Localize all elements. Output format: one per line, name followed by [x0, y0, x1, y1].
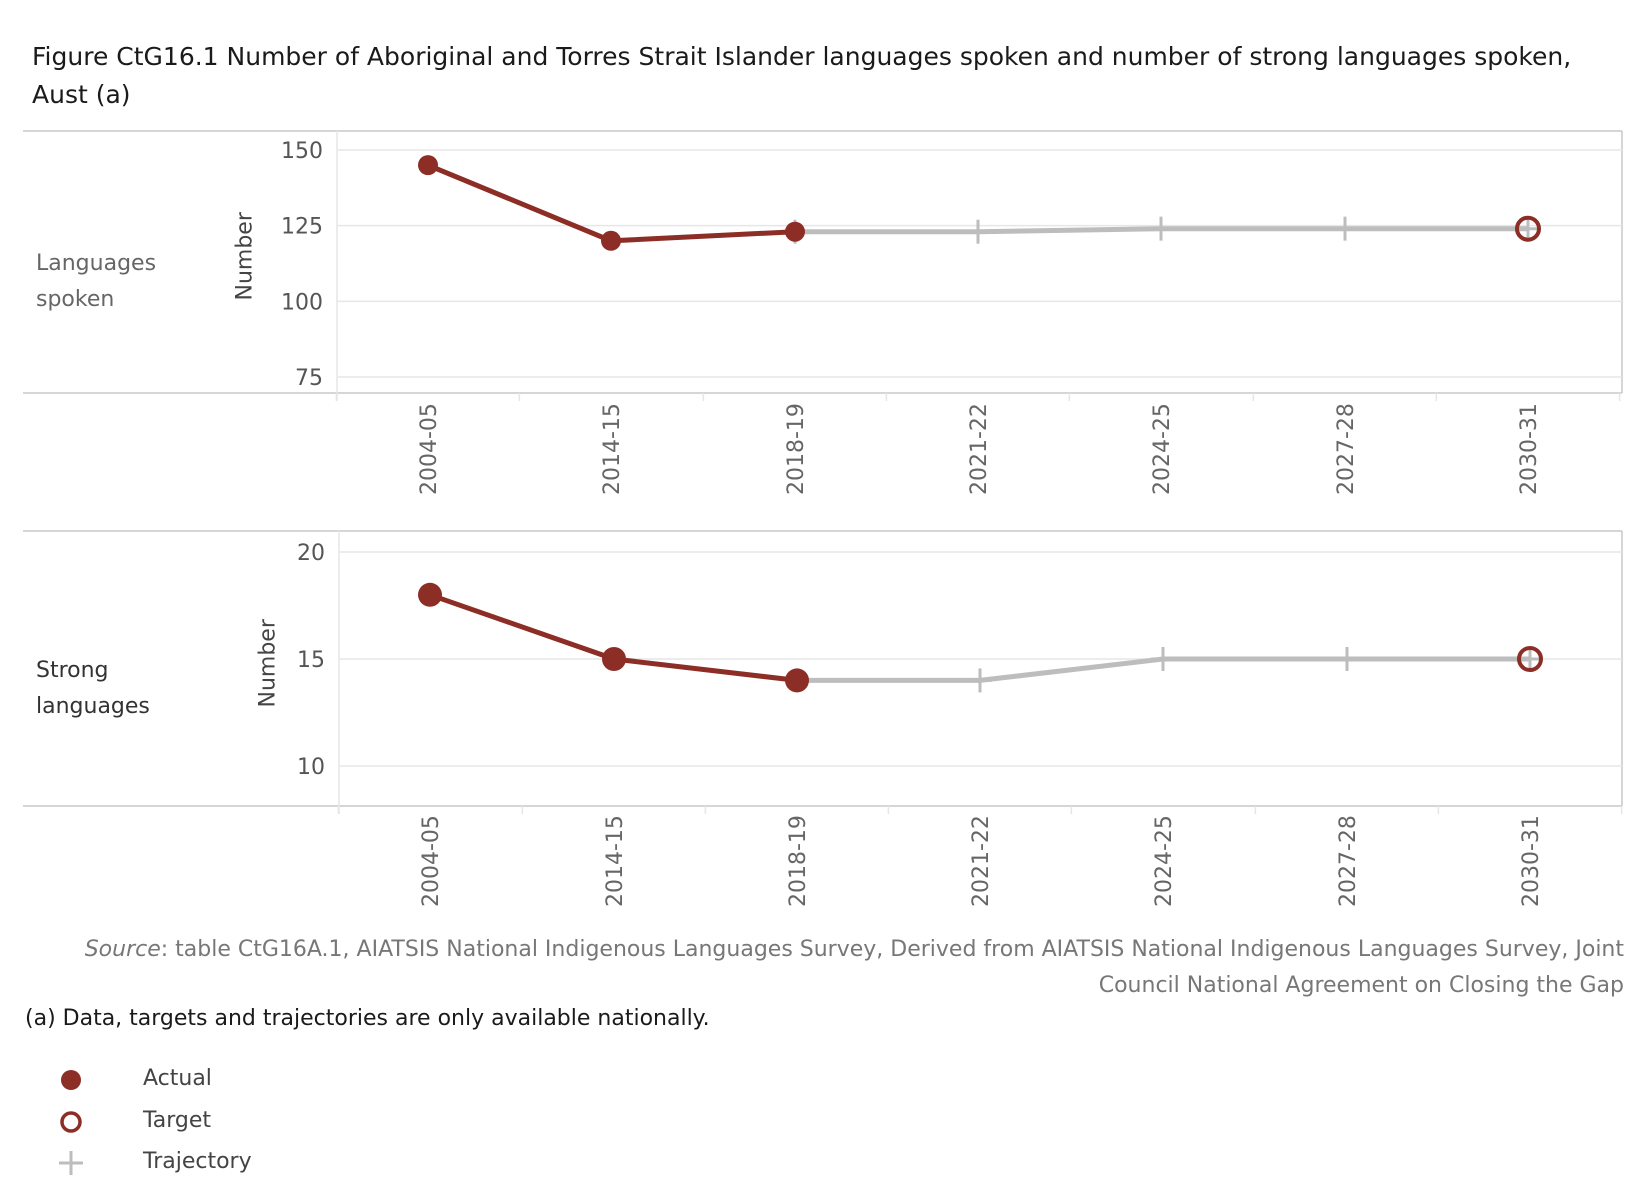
- actual-point: [785, 221, 805, 242]
- x-tick-label: 2014-15: [603, 815, 628, 907]
- panel-strong-languages: 10 15 20 2004-05 2014-15 2018-19 2021-22 2024-2…: [23, 530, 1623, 907]
- x-tick-label: 2030-31: [1517, 403, 1542, 495]
- y-tick-label: 100: [281, 290, 323, 315]
- actual-point: [601, 230, 621, 251]
- source-note: Source: table CtG16A.1, AIATSIS National…: [34, 932, 1624, 1004]
- y-tick-label: 75: [295, 366, 323, 391]
- y-tick-label: 125: [281, 215, 323, 240]
- x-tick-label: 2030-31: [1519, 815, 1544, 907]
- actual-point: [418, 582, 442, 607]
- row-label-strong-languages: Strong languages: [36, 658, 150, 719]
- actual-point: [602, 647, 626, 671]
- actual-line: [427, 162, 796, 244]
- source-label: Source: [84, 937, 161, 962]
- x-tick-label: 2021-22: [969, 815, 994, 907]
- row-label-languages-spoken: Languages spoken: [36, 251, 157, 312]
- panel-languages-spoken: 75 100 125 150 2004-05 2014-15 2018-19 2021-22 2…: [23, 130, 1623, 495]
- x-tick-label: 2024-25: [1150, 403, 1175, 495]
- x-tick-label: 2024-25: [1152, 815, 1177, 907]
- filled-circle-icon: [61, 1070, 81, 1090]
- x-tick-label: 2014-15: [600, 403, 625, 495]
- legend-label-trajectory: Trajectory: [143, 1149, 252, 1174]
- source-text: : table CtG16A.1, AIATSIS National Indig…: [160, 937, 1624, 998]
- actual-point: [785, 668, 809, 693]
- x-tick-label: 2018-19: [784, 403, 809, 495]
- x-tick-label: 2004-05: [417, 403, 442, 495]
- y-tick-label: 10: [297, 755, 325, 780]
- chart-title: Figure CtG16.1 Number of Aboriginal and …: [32, 42, 1572, 109]
- x-tick-label: 2018-19: [786, 815, 811, 907]
- y-tick-label: 150: [281, 139, 323, 164]
- plus-icon: [59, 1151, 83, 1175]
- footnote: (a) Data, targets and trajectories are o…: [25, 1006, 710, 1031]
- x-tick-label: 2004-05: [419, 815, 444, 907]
- y-tick-label: 15: [297, 648, 325, 673]
- chart-area: 75 100 125 150 2004-05 2014-15 2018-19 2021-22 2…: [23, 130, 1623, 907]
- actual-point: [418, 155, 438, 176]
- y-tick-label: 20: [297, 541, 325, 566]
- x-tick-label: 2027-28: [1334, 403, 1359, 495]
- x-tick-label: 2021-22: [967, 403, 992, 495]
- legend-label-target: Target: [143, 1108, 212, 1133]
- open-circle-icon: [60, 1111, 82, 1133]
- target-point: [1515, 215, 1541, 242]
- target-point: [1517, 646, 1543, 672]
- x-tick-label: 2027-28: [1336, 815, 1361, 907]
- legend-label-actual: Actual: [143, 1066, 212, 1091]
